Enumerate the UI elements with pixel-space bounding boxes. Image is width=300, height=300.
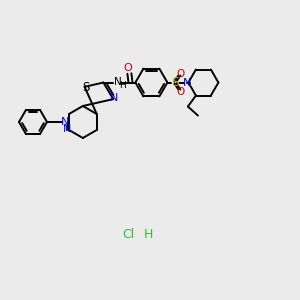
Text: O: O <box>176 86 184 97</box>
Text: N: N <box>61 117 69 127</box>
Text: N: N <box>63 124 71 134</box>
Text: O: O <box>176 68 184 79</box>
Text: Cl: Cl <box>122 229 134 242</box>
Text: N: N <box>110 93 118 103</box>
Text: N: N <box>183 77 192 88</box>
Text: S: S <box>82 81 89 94</box>
Text: S: S <box>171 76 179 89</box>
Text: H: H <box>143 229 153 242</box>
Text: H: H <box>119 81 126 90</box>
Text: O: O <box>123 62 132 73</box>
Text: N: N <box>113 76 121 86</box>
